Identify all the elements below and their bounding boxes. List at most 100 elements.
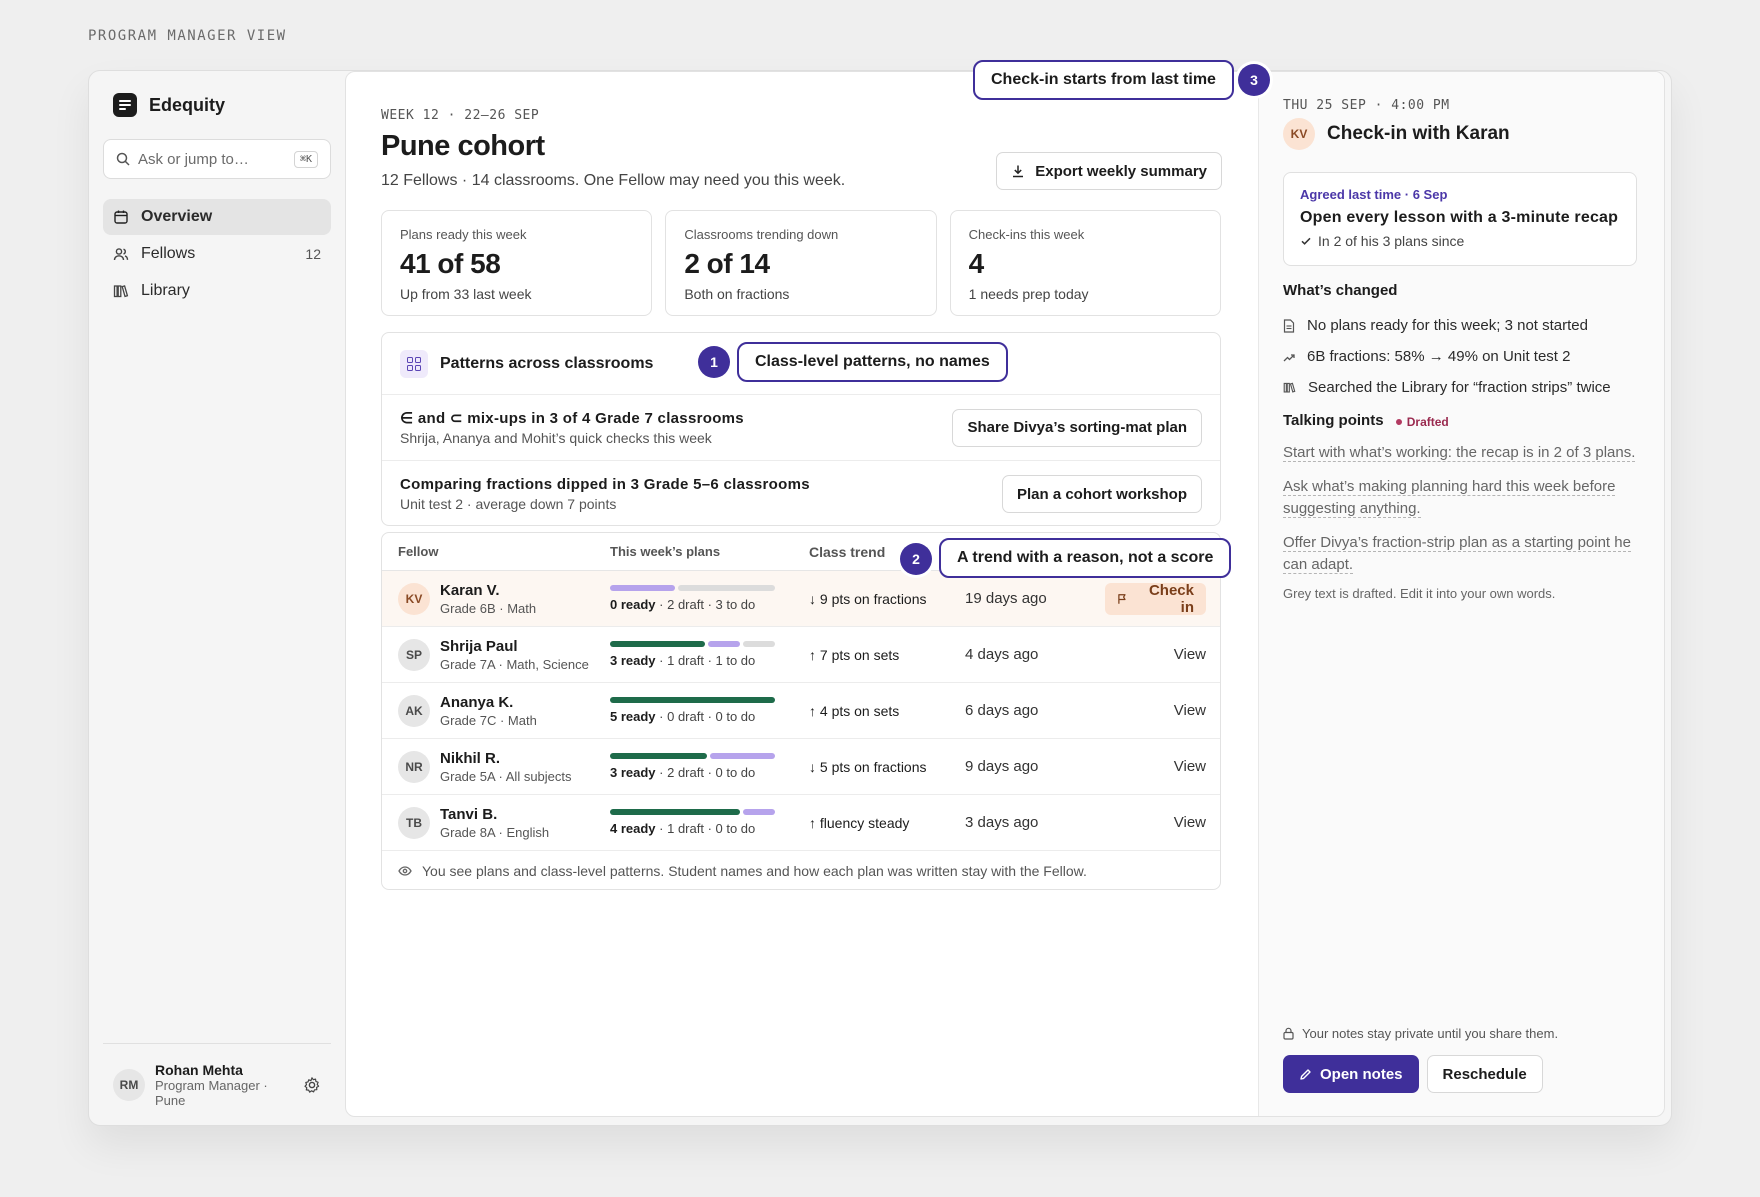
share-sorting-mat-plan-button[interactable]: Share Divya’s sorting-mat plan [952,409,1202,447]
callout-trend: A trend with a reason, not a score [939,538,1231,578]
talking-point[interactable]: Offer Divya’s fraction-strip plan as a s… [1283,532,1643,576]
plans-text: 3 ready · 2 draft · 0 to do [610,765,809,780]
stat-label: Plans ready this week [400,227,633,242]
stat-value: 41 of 58 [400,248,633,280]
sidebar-item-overview[interactable]: Overview [103,199,331,235]
callout-badge-2: 2 [900,543,932,575]
talking-point[interactable]: Ask what’s making planning hard this wee… [1283,476,1643,520]
last-checkin: 4 days ago [965,646,1105,663]
fellow-name: Karan V. [440,582,536,599]
pattern-item: Comparing fractions dipped in 3 Grade 5–… [382,461,1220,527]
export-weekly-summary-button[interactable]: Export weekly summary [996,152,1222,190]
overview-panel: WEEK 12 · 22–26 SEP Pune cohort 12 Fello… [346,72,1259,1116]
view-link[interactable]: View [1174,702,1206,719]
callout-checkin: Check-in starts from last time [973,60,1234,100]
table-row[interactable]: TB Tanvi B. Grade 8A · English 4 ready ·… [382,795,1220,851]
last-checkin: 6 days ago [965,702,1105,719]
privacy-note: You see plans and class-level patterns. … [382,851,1220,890]
page-subtitle: 12 Fellows · 14 classrooms. One Fellow m… [381,172,845,190]
fellows-table: Fellow This week’s plans Class trend KV … [381,532,1221,890]
talk-note: Grey text is drafted. Edit it into your … [1283,586,1643,601]
trend-text: fluency steady [820,815,910,831]
plan-cohort-workshop-button[interactable]: Plan a cohort workshop [1002,475,1202,513]
checkin-panel: THU 25 SEP · 4:00 PM KV Check-in with Ka… [1259,72,1664,1116]
search-input[interactable]: Ask or jump to… ⌘K [103,139,331,179]
trend-cell: ↓ 9 pts on fractions [809,591,965,607]
stat-sub: Both on fractions [684,286,917,302]
table-row[interactable]: AK Ananya K. Grade 7C · Math 5 ready · 0… [382,683,1220,739]
view-link[interactable]: View [1174,758,1206,775]
sidebar-item-library[interactable]: Library [103,273,331,309]
fellow-class: Grade 6B · Math [440,601,536,616]
stat-card-checkins: Check-ins this week 4 1 needs prep today [950,210,1221,316]
plans-cell: 3 ready · 2 draft · 0 to do [610,753,809,780]
avatar: RM [113,1069,145,1101]
plans-progress-bar [610,753,775,759]
user-profile[interactable]: RM Rohan Mehta Program Manager · Pune [103,1043,331,1125]
row-action: View [1105,646,1220,663]
sidebar-item-label: Library [141,282,321,300]
plans-cell: 3 ready · 1 draft · 1 to do [610,641,809,668]
agreed-last-time-card: Agreed last time · 6 Sep Open every less… [1283,172,1637,266]
trend-arrow-icon: ↑ [809,647,816,663]
agreed-label: Agreed last time · 6 Sep [1300,187,1620,202]
fellow-name: Nikhil R. [440,750,572,767]
user-name: Rohan Mehta [155,1062,293,1078]
open-notes-button[interactable]: Open notes [1283,1055,1419,1093]
library-icon [113,283,129,299]
callout-badge-3: 3 [1238,64,1270,96]
fellow-class: Grade 5A · All subjects [440,769,572,784]
fellow-cell: SP Shrija Paul Grade 7A · Math, Science [382,638,610,672]
stat-value: 4 [969,248,1202,280]
trend-text: 5 pts on fractions [820,759,927,775]
table-row[interactable]: SP Shrija Paul Grade 7A · Math, Science … [382,627,1220,683]
table-row[interactable]: KV Karan V. Grade 6B · Math 0 ready · 2 … [382,571,1220,627]
user-role: Program Manager · [155,1078,293,1093]
row-action: Check in [1105,583,1220,615]
view-link[interactable]: View [1174,814,1206,831]
pattern-title: ∈ and ⊂ mix-ups in 3 of 4 Grade 7 classr… [400,409,952,427]
fellows-count: 12 [305,246,321,262]
changes-list: No plans ready for this week; 3 not star… [1283,310,1643,403]
list-item: No plans ready for this week; 3 not star… [1283,310,1643,341]
gear-icon[interactable] [303,1076,321,1094]
stat-card-trending-down: Classrooms trending down 2 of 14 Both on… [665,210,936,316]
trend-arrow-icon: ↑ [809,815,816,831]
check-in-button[interactable]: Check in [1105,583,1206,615]
calendar-icon [113,209,129,225]
plans-text: 0 ready · 2 draft · 3 to do [610,597,809,612]
fellow-cell: AK Ananya K. Grade 7C · Math [382,694,610,728]
row-action: View [1105,758,1220,775]
main-area: WEEK 12 · 22–26 SEP Pune cohort 12 Fello… [345,71,1665,1119]
sidebar-item-fellows[interactable]: Fellows 12 [103,236,331,272]
fellow-name: Ananya K. [440,694,537,711]
talking-point[interactable]: Start with what’s working: the recap is … [1283,442,1643,464]
lock-icon [1283,1027,1294,1040]
users-icon [113,246,129,262]
panel-actions: Open notes Reschedule [1283,1055,1543,1093]
export-label: Export weekly summary [1035,163,1207,180]
pencil-icon [1299,1068,1312,1081]
document-icon [1283,319,1295,333]
trend-arrow-icon: ↑ [809,703,816,719]
brand-logo-icon [113,93,137,117]
checkin-header: KV Check-in with Karan [1283,118,1510,150]
user-location: Pune [155,1093,293,1108]
checkin-date: THU 25 SEP · 4:00 PM [1283,98,1450,113]
table-row[interactable]: NR Nikhil R. Grade 5A · All subjects 3 r… [382,739,1220,795]
view-link[interactable]: View [1174,646,1206,663]
talking-points-header: Talking points Drafted [1283,412,1449,429]
agreed-title: Open every lesson with a 3-minute recap [1300,209,1620,227]
search-shortcut: ⌘K [294,151,318,168]
app-window: Edequity Ask or jump to… ⌘K Overview Fel… [88,70,1672,1126]
trend-arrow-icon: ↓ [809,759,816,775]
brand[interactable]: Edequity [113,93,225,117]
patterns-title: Patterns across classrooms [440,355,653,373]
flag-icon [1117,593,1127,605]
trend-text: 4 pts on sets [820,703,899,719]
reschedule-button[interactable]: Reschedule [1427,1055,1543,1093]
plans-progress-bar [610,809,775,815]
pattern-sub: Unit test 2 · average down 7 points [400,496,1002,512]
plans-progress-bar [610,641,775,647]
stat-value: 2 of 14 [684,248,917,280]
